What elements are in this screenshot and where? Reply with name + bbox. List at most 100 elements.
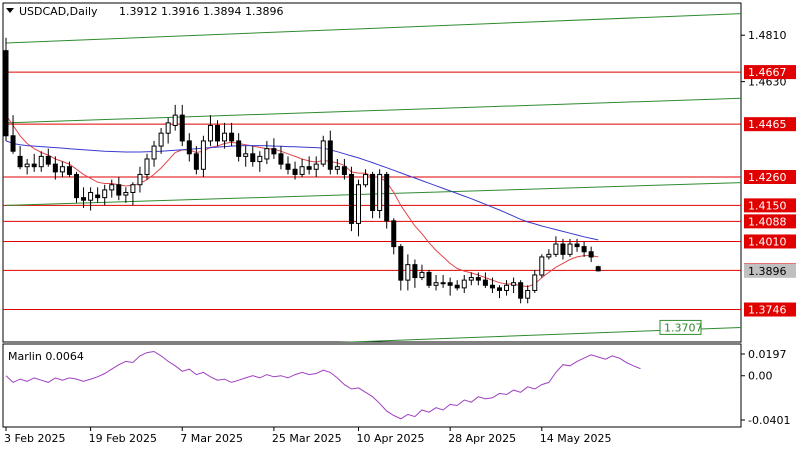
ma-slow-line bbox=[5, 140, 599, 241]
candle-bear bbox=[285, 163, 291, 170]
moving-averages bbox=[5, 114, 599, 288]
price-tick-label: 1.4810 bbox=[748, 29, 787, 42]
ma-fast-line bbox=[5, 114, 599, 288]
indicator-title: Marlin 0.0064 bbox=[8, 350, 84, 363]
candle-bear bbox=[250, 153, 256, 163]
chart-ohlc-readout: 1.3912 1.3916 1.3894 1.3896 bbox=[119, 5, 283, 18]
channel-line bbox=[337, 326, 741, 342]
chart-symbol-title: USDCAD,Daily bbox=[19, 5, 98, 18]
candle-bear bbox=[447, 282, 453, 286]
time-tick-label: 3 Feb 2025 bbox=[4, 432, 65, 445]
time-tick-label: 10 Apr 2025 bbox=[357, 432, 425, 445]
time-axis: 3 Feb 2025 19 Feb 2025 7 Mar 2025 25 Mar 20… bbox=[4, 427, 612, 445]
candle-bear bbox=[66, 166, 72, 175]
marlin-series bbox=[5, 350, 641, 420]
candle-bear bbox=[454, 284, 460, 289]
candle-bull bbox=[363, 173, 369, 186]
price-axis: 1.48101.46301.46671.44651.42601.41501.40… bbox=[659, 29, 796, 427]
candle-bull bbox=[151, 145, 157, 160]
candle-bear bbox=[426, 271, 432, 286]
candle-bull bbox=[313, 163, 319, 170]
candle-bull bbox=[525, 289, 531, 299]
time-tick-label: 14 May 2025 bbox=[540, 432, 612, 445]
candle-bear bbox=[193, 153, 199, 170]
candle-bear bbox=[81, 197, 87, 201]
candle-bull bbox=[207, 124, 213, 142]
channel-label-box bbox=[659, 319, 702, 335]
candle-bull bbox=[299, 166, 305, 175]
candle-bull bbox=[158, 132, 164, 147]
candle-bear bbox=[179, 114, 185, 142]
candle-bear bbox=[518, 282, 524, 299]
candle-bull bbox=[553, 243, 559, 255]
level-label: 1.4667 bbox=[748, 66, 787, 79]
level-label-box bbox=[744, 170, 796, 185]
channel-lines bbox=[5, 13, 741, 342]
candle-bull bbox=[102, 189, 108, 199]
indicator-tick-label: 0.0197 bbox=[748, 348, 787, 361]
candle-bear bbox=[497, 287, 502, 291]
level-label-box bbox=[744, 302, 796, 317]
candle-bear bbox=[74, 173, 79, 199]
indicator-pane-frame bbox=[2, 343, 742, 428]
level-label: 1.4150 bbox=[748, 199, 787, 212]
time-tick-label: 28 Apr 2025 bbox=[448, 432, 516, 445]
channel-line bbox=[5, 97, 741, 124]
candle-bear bbox=[588, 251, 594, 258]
candle-bull bbox=[356, 184, 361, 224]
level-label-box bbox=[744, 65, 796, 80]
candle-bear bbox=[595, 266, 601, 272]
indicator-tick-label: -0.0401 bbox=[748, 414, 790, 427]
candles bbox=[3, 37, 601, 304]
candle-bear bbox=[398, 246, 404, 281]
candle-bull bbox=[123, 191, 129, 196]
level-label: 1.4260 bbox=[748, 171, 787, 184]
candle-bear bbox=[581, 246, 587, 253]
candle-bear bbox=[370, 173, 376, 212]
candle-bear bbox=[489, 284, 495, 289]
channel-label: 1.3707 bbox=[664, 321, 703, 334]
channel-line bbox=[5, 182, 741, 206]
time-tick-label: 25 Mar 2025 bbox=[272, 432, 342, 445]
candle-bear bbox=[45, 155, 51, 165]
candle-bear bbox=[348, 173, 354, 224]
candle-bull bbox=[377, 173, 383, 212]
level-label-box bbox=[744, 214, 796, 229]
candle-bear bbox=[17, 155, 23, 168]
candle-bull bbox=[24, 163, 30, 168]
channel-line bbox=[5, 13, 741, 44]
time-tick-label: 19 Feb 2025 bbox=[89, 432, 157, 445]
level-label-box bbox=[744, 198, 796, 213]
candle-bear bbox=[236, 140, 242, 157]
candle-bull bbox=[405, 264, 411, 281]
candle-bull bbox=[222, 132, 228, 142]
candle-bull bbox=[144, 158, 150, 175]
candle-bear bbox=[229, 132, 235, 142]
candle-bull bbox=[320, 140, 326, 165]
candle-bull bbox=[109, 184, 115, 191]
candle-bear bbox=[560, 243, 566, 255]
candle-bull bbox=[334, 166, 340, 170]
candle-bear bbox=[10, 135, 16, 152]
level-label: 1.4088 bbox=[748, 215, 787, 228]
level-label: 1.4465 bbox=[748, 118, 787, 131]
candle-bear bbox=[52, 163, 58, 173]
candle-bull bbox=[468, 277, 474, 281]
time-tick-label: 7 Mar 2025 bbox=[180, 432, 243, 445]
current-price-label: 1.3896 bbox=[748, 265, 787, 278]
candle-bear bbox=[482, 279, 488, 286]
candle-bear bbox=[384, 173, 390, 222]
candle-bear bbox=[341, 166, 347, 175]
candle-bear bbox=[475, 277, 481, 281]
level-label: 1.3746 bbox=[748, 304, 787, 317]
candle-bull bbox=[200, 140, 206, 170]
candle-bear bbox=[292, 168, 298, 175]
candle-bear bbox=[215, 124, 220, 142]
dropdown-arrow-icon[interactable] bbox=[6, 8, 14, 13]
marlin-line bbox=[5, 350, 641, 420]
candle-bear bbox=[391, 220, 397, 248]
candle-bull bbox=[546, 253, 552, 258]
main-pane-frame bbox=[2, 2, 742, 343]
